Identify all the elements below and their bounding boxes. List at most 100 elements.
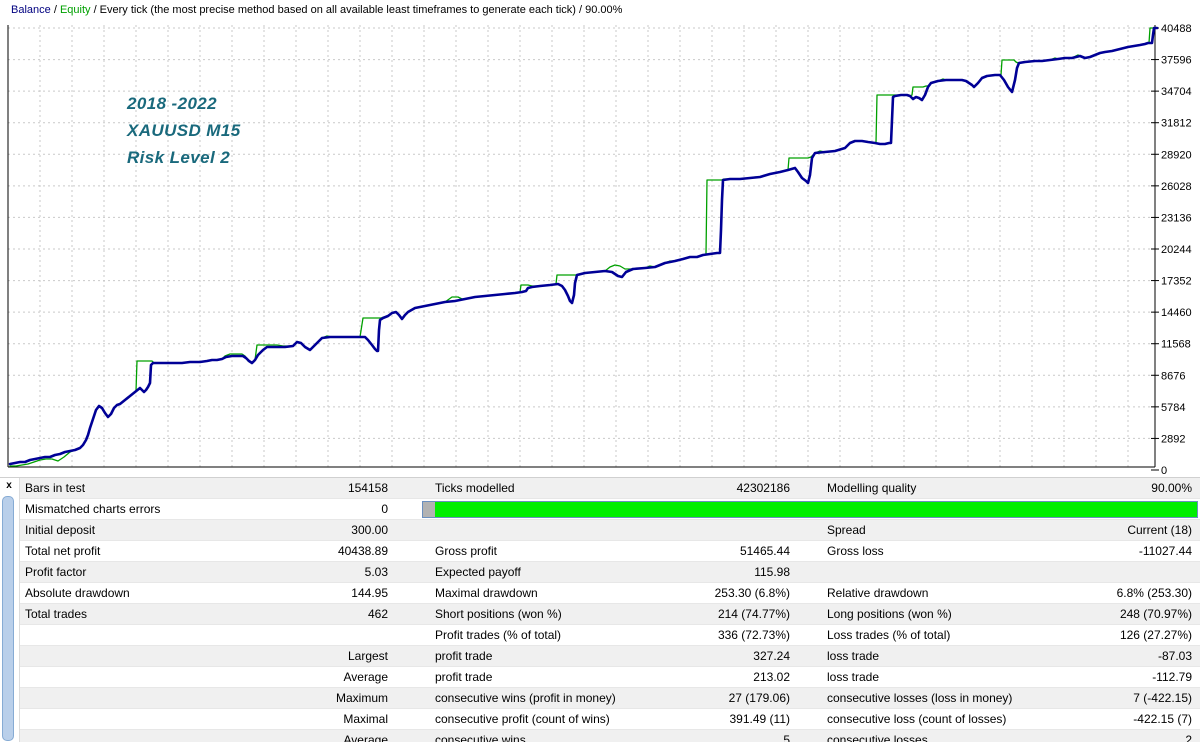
cell-value: 154158 [348, 478, 388, 498]
column-gap [388, 688, 430, 708]
y-axis-label: 5784 [1161, 402, 1185, 414]
table-cell: consecutive losses2 [822, 730, 1192, 742]
table-cell: Profit factor5.03 [20, 562, 388, 582]
column-gap [1192, 625, 1200, 645]
legend-separator: / [51, 4, 60, 16]
cell-value: 40438.89 [338, 541, 388, 561]
report-header: Balance / Equity / Every tick (the most … [0, 0, 1200, 22]
column-gap [790, 730, 822, 742]
model-description: / Every tick (the most precise method ba… [91, 4, 623, 16]
column-gap [790, 646, 822, 666]
cell-label: Loss trades (% of total) [822, 625, 950, 645]
column-gap [790, 709, 822, 729]
cell-value: 5 [783, 730, 790, 742]
cell-value: -422.15 (7) [1133, 709, 1192, 729]
cell-value: Largest [348, 646, 388, 666]
table-row: Profit factor5.03Expected payoff115.98 [20, 562, 1200, 583]
close-panel-button[interactable]: x [3, 480, 15, 492]
table-cell: Maximum [20, 688, 388, 708]
cell-value: 213.02 [753, 667, 790, 687]
column-gap [388, 583, 430, 603]
cell-value: 248 (70.97%) [1120, 604, 1192, 624]
column-gap [1192, 667, 1200, 687]
cell-label: Mismatched charts errors [20, 499, 160, 519]
results-table-panel: x Bars in test154158Ticks modelled423021… [0, 477, 1200, 742]
y-axis-label: 8676 [1161, 370, 1185, 382]
cell-value: 300.00 [351, 520, 388, 540]
table-row: Mismatched charts errors 0 [20, 499, 1200, 520]
column-gap [1192, 583, 1200, 603]
cell-label [20, 709, 25, 729]
cell-value: 391.49 (11) [730, 709, 791, 729]
column-gap [388, 709, 430, 729]
balance-legend-label: Balance [11, 4, 51, 16]
y-axis-label: 14460 [1161, 307, 1192, 319]
column-gap [388, 562, 430, 582]
cell-label: Profit factor [20, 562, 86, 582]
cell-label: consecutive wins (profit in money) [430, 688, 616, 708]
column-gap [388, 478, 430, 498]
cell-value: 7 (-422.15) [1133, 688, 1192, 708]
equity-legend-label: Equity [60, 4, 91, 16]
column-gap [790, 478, 822, 498]
table-cell: Average [20, 667, 388, 687]
table-cell: Modelling quality 90.00% [822, 478, 1192, 498]
column-gap [1192, 709, 1200, 729]
y-axis-label: 0 [1161, 465, 1167, 477]
table-cell: Bars in test 154158 [20, 478, 388, 498]
column-gap [388, 667, 430, 687]
cell-value: 144.95 [351, 583, 388, 603]
cell-label: Absolute drawdown [20, 583, 130, 603]
table-cell: Total trades462 [20, 604, 388, 624]
table-cell: Short positions (won %)214 (74.77%) [430, 604, 790, 624]
table-cell: Absolute drawdown 144.95 [20, 583, 388, 603]
cell-value: 90.00% [1151, 478, 1192, 498]
table-cell: Gross profit51465.44 [430, 541, 790, 561]
column-gap [790, 688, 822, 708]
cell-value: 0 [381, 499, 388, 519]
table-cell: Gross loss-11027.44 [822, 541, 1192, 561]
column-gap [790, 583, 822, 603]
cell-label: Profit trades (% of total) [430, 625, 561, 645]
cell-label: Bars in test [20, 478, 85, 498]
table-cell: Long positions (won %)248 (70.97%) [822, 604, 1192, 624]
cell-value: -87.03 [1158, 646, 1192, 666]
table-cell: Total net profit40438.89 [20, 541, 388, 561]
cell-label [20, 688, 25, 708]
progress-bar-lead-segment [423, 502, 435, 517]
cell-label [20, 667, 25, 687]
cell-value: 6.8% (253.30) [1117, 583, 1192, 603]
results-table: Bars in test154158Ticks modelled42302186… [19, 478, 1200, 742]
y-axis-label: 28920 [1161, 149, 1192, 161]
y-axis-label: 34704 [1161, 86, 1192, 98]
cell-value: 253.30 (6.8%) [715, 583, 790, 603]
table-cell: consecutive profit (count of wins) 391.49… [430, 709, 790, 729]
cell-label: Total trades [20, 604, 87, 624]
chart-annotation: 2018 -2022 XAUUSD M15 Risk Level 2 [127, 90, 241, 171]
table-cell: Largest [20, 646, 388, 666]
column-gap [790, 562, 822, 582]
y-axis-label: 26028 [1161, 181, 1192, 193]
table-row: Total net profit40438.89 Gross profit5146… [20, 541, 1200, 562]
column-gap [388, 541, 430, 561]
cell-label: Modelling quality [822, 478, 916, 498]
y-axis-label: 20244 [1161, 244, 1192, 256]
table-row: Absolute drawdown144.95Maximal drawdown2… [20, 583, 1200, 604]
table-cell: profit trade327.24 [430, 646, 790, 666]
cell-value: Maximum [336, 688, 388, 708]
table-cell: consecutive losses (loss in money)7 (-42… [822, 688, 1192, 708]
modelling-quality-progress-bar [422, 501, 1198, 518]
table-cell: SpreadCurrent (18) [822, 520, 1192, 540]
cell-label: consecutive profit (count of wins) [430, 709, 610, 729]
table-row: Profit trades (% of total)336 (72.73%)Lo… [20, 625, 1200, 646]
cell-label: Expected payoff [430, 562, 521, 582]
table-cell: loss trade-87.03 [822, 646, 1192, 666]
table-row: Bars in test154158Ticks modelled42302186… [20, 478, 1200, 499]
column-gap [790, 625, 822, 645]
vertical-scrollbar[interactable] [2, 496, 14, 741]
cell-label: Spread [822, 520, 866, 540]
cell-value: Average [344, 667, 388, 687]
cell-label [20, 730, 25, 742]
table-row: Initial deposit300.00SpreadCurrent (18) [20, 520, 1200, 541]
y-axis-label: 23136 [1161, 212, 1192, 224]
